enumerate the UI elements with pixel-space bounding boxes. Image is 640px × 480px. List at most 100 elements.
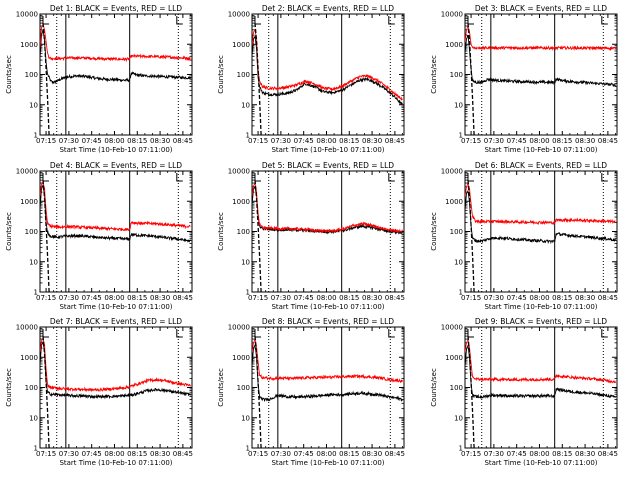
series-group — [465, 336, 616, 448]
x-tick-label: 08:15 — [552, 137, 572, 145]
y-axis-label: Counts/sec — [5, 55, 13, 94]
x-tick-label: 07:30 — [59, 450, 79, 458]
model-decay-line — [254, 23, 262, 135]
y-axis-label: Counts/sec — [430, 55, 438, 94]
panel-title: Det 6: BLACK = Events, RED = LLD — [475, 161, 607, 170]
plot-frame — [39, 170, 193, 293]
y-tick-label: 1 — [246, 289, 250, 297]
lld-series-line — [252, 28, 403, 101]
y-tick-label: 10000 — [16, 324, 38, 332]
y-tick-label: 100 — [237, 71, 250, 79]
x-tick-label: 08:00 — [529, 137, 549, 145]
y-tick-label: 10000 — [16, 11, 38, 19]
panel-5: Det 5: BLACK = Events, RED = LLD Counts/s… — [217, 161, 405, 311]
panel-title: Det 1: BLACK = Events, RED = LLD — [50, 4, 182, 13]
y-tick-label: 100 — [25, 228, 38, 236]
panel-6: Det 6: BLACK = Events, RED = LLD Counts/s… — [430, 161, 618, 311]
y-tick-label: 1 — [459, 445, 463, 453]
x-tick-label: 08:30 — [150, 137, 170, 145]
panel-title: Det 7: BLACK = Events, RED = LLD — [50, 317, 182, 326]
y-tick-label: 1000 — [20, 41, 38, 49]
lld-series-line — [465, 24, 616, 52]
x-tick-label: 08:45 — [598, 450, 618, 458]
y-tick-label: 100 — [450, 71, 463, 79]
x-tick-label: 07:45 — [82, 137, 102, 145]
model-decay-line — [42, 180, 50, 292]
y-tick-label: 10000 — [228, 324, 250, 332]
series-group — [252, 180, 403, 292]
model-decay-line — [467, 23, 475, 135]
x-tick-label: 08:30 — [362, 294, 382, 302]
x-tick-label: 08:15 — [339, 294, 359, 302]
events-series-line — [252, 34, 403, 106]
panel-title: Det 8: BLACK = Events, RED = LLD — [262, 317, 394, 326]
x-tick-label: 08:45 — [173, 137, 193, 145]
y-tick-label: 10 — [241, 258, 250, 266]
y-tick-label: 10 — [454, 101, 463, 109]
x-tick-label: 08:00 — [104, 450, 124, 458]
x-tick-label: 08:30 — [362, 450, 382, 458]
x-tick-label: 07:15 — [248, 137, 268, 145]
series-group — [252, 336, 403, 448]
y-tick-label: 10000 — [441, 11, 463, 19]
x-tick-label: 07:15 — [36, 137, 56, 145]
corner-bracket-marker — [601, 16, 608, 25]
x-tick-label: 08:15 — [127, 450, 147, 458]
y-tick-label: 10000 — [228, 168, 250, 176]
y-tick-label: 1000 — [232, 41, 250, 49]
x-tick-label: 07:15 — [36, 450, 56, 458]
panel-title: Det 9: BLACK = Events, RED = LLD — [475, 317, 607, 326]
x-tick-label: 08:45 — [598, 137, 618, 145]
x-tick-label: 07:15 — [248, 450, 268, 458]
y-tick-label: 10 — [241, 414, 250, 422]
corner-bracket-marker — [176, 16, 183, 25]
x-tick-label: 08:15 — [339, 137, 359, 145]
y-tick-label: 10000 — [16, 168, 38, 176]
panel-3: Det 3: BLACK = Events, RED = LLD Counts/s… — [430, 4, 618, 154]
y-axis-label: Counts/sec — [5, 212, 13, 251]
x-tick-label: 08:30 — [575, 450, 595, 458]
x-tick-label: 07:45 — [82, 294, 102, 302]
panel-7: Det 7: BLACK = Events, RED = LLD Counts/s… — [5, 317, 193, 467]
series-group — [40, 179, 191, 292]
events-series-line — [40, 340, 191, 400]
y-axis-label: Counts/sec — [217, 368, 225, 407]
plot-frame — [464, 170, 618, 293]
plot-frame — [464, 326, 618, 449]
panel-1: Det 1: BLACK = Events, RED = LLD Counts/s… — [5, 4, 193, 154]
y-tick-label: 1000 — [20, 354, 38, 362]
x-tick-label: 07:30 — [484, 450, 504, 458]
x-tick-label: 07:30 — [271, 294, 291, 302]
lld-series-line — [40, 179, 191, 232]
corner-bracket-marker — [388, 329, 395, 338]
model-decay-line — [467, 336, 475, 448]
model-decay-line — [254, 180, 262, 292]
lld-series-line — [252, 181, 403, 234]
plot-frame — [39, 13, 193, 136]
x-tick-label: 08:45 — [385, 294, 405, 302]
x-tick-label: 07:45 — [294, 450, 314, 458]
panel-8: Det 8: BLACK = Events, RED = LLD Counts/s… — [217, 317, 405, 467]
y-tick-label: 1 — [246, 445, 250, 453]
y-tick-label: 1 — [34, 445, 38, 453]
y-tick-label: 10 — [29, 258, 38, 266]
x-tick-label: 08:00 — [316, 137, 336, 145]
x-tick-label: 08:00 — [529, 450, 549, 458]
y-tick-label: 1000 — [445, 354, 463, 362]
y-tick-label: 1 — [34, 289, 38, 297]
corner-bracket-marker — [388, 173, 395, 182]
y-tick-label: 1 — [459, 289, 463, 297]
panel-title: Det 3: BLACK = Events, RED = LLD — [475, 4, 607, 13]
x-tick-label: 08:15 — [552, 294, 572, 302]
series-group — [465, 23, 616, 135]
lld-series-line — [40, 337, 191, 393]
x-tick-label: 08:00 — [104, 137, 124, 145]
x-tick-label: 08:00 — [316, 294, 336, 302]
x-tick-label: 07:30 — [271, 450, 291, 458]
y-axis-label: Counts/sec — [430, 212, 438, 251]
corner-bracket-marker — [176, 173, 183, 182]
x-tick-label: 07:30 — [59, 294, 79, 302]
y-axis-label: Counts/sec — [5, 368, 13, 407]
y-tick-label: 100 — [25, 384, 38, 392]
events-series-line — [465, 345, 616, 399]
